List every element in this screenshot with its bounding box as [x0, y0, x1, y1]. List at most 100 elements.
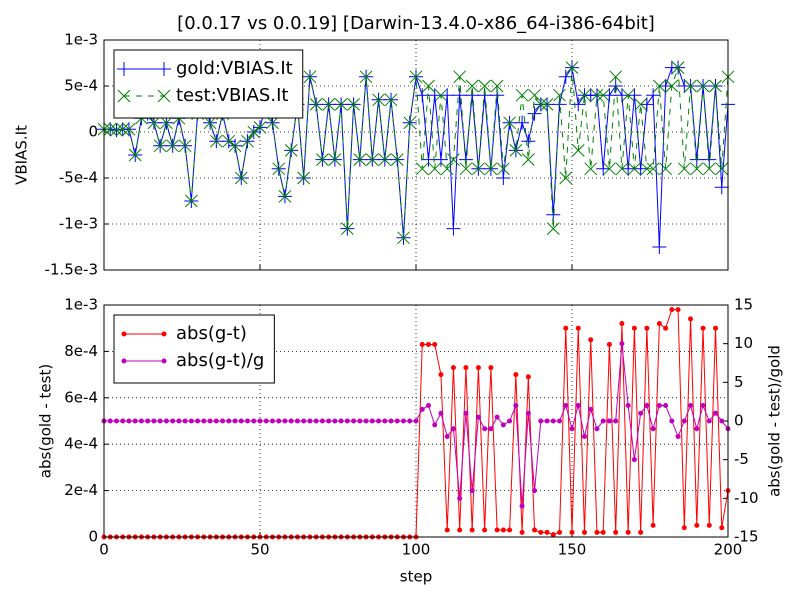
marker-x: [653, 79, 666, 93]
marker-plus: [427, 88, 442, 103]
x-tick-label: 0: [99, 541, 109, 559]
marker-dot: [575, 403, 581, 409]
marker-x: [303, 70, 317, 84]
marker-dot: [475, 365, 481, 371]
y2-tick-label: 0: [734, 412, 744, 430]
marker-x: [284, 144, 298, 157]
marker-dot: [238, 418, 244, 424]
marker-dot: [394, 418, 400, 424]
marker-dot: [332, 418, 338, 424]
marker-x: [403, 116, 417, 130]
marker-dot: [182, 418, 188, 424]
marker-dot: [563, 325, 569, 331]
marker-dot: [475, 414, 481, 420]
marker-x: [203, 116, 217, 130]
legend-box: [113, 314, 275, 384]
marker-dot: [719, 418, 725, 424]
plot-frame: [103, 304, 729, 538]
marker-plus: [527, 106, 542, 121]
marker-x: [478, 79, 491, 93]
marker-dot: [675, 433, 681, 439]
marker-x: [397, 231, 410, 245]
marker-x: [603, 162, 616, 176]
marker-dot: [494, 414, 500, 420]
marker-dot: [213, 418, 219, 424]
marker-dot: [532, 527, 538, 533]
y2-tick-label: -5: [734, 450, 749, 468]
marker-dot: [581, 529, 587, 535]
marker-x: [659, 162, 672, 176]
marker-x: [515, 88, 529, 102]
marker-dot: [625, 529, 631, 535]
marker-dot: [706, 522, 712, 528]
marker-x: [384, 93, 398, 107]
marker-x: [359, 70, 373, 84]
marker-dot: [538, 529, 544, 535]
marker-dot: [450, 426, 456, 432]
legend-label: gold:VBIAS.It: [176, 58, 293, 79]
marker-dot: [313, 418, 319, 424]
marker-plus: [621, 161, 636, 176]
y-tick-label: 5e-4: [64, 77, 98, 95]
marker-x: [341, 222, 354, 235]
marker-plus: [515, 115, 530, 130]
y-axis-label: abs(gold - test): [37, 364, 55, 478]
marker-dot: [363, 418, 369, 424]
legend-label: test:VBIAS.It: [176, 85, 288, 106]
marker-dot: [513, 403, 519, 409]
marker-plus: [440, 88, 455, 103]
marker-dot: [669, 418, 675, 424]
marker-dot: [425, 403, 431, 409]
marker-plus: [639, 97, 654, 112]
marker-x: [634, 98, 647, 111]
marker-dot: [581, 433, 587, 439]
marker-dot: [669, 307, 675, 313]
marker-dot: [419, 406, 425, 412]
marker-dot: [656, 321, 662, 327]
marker-plus: [646, 88, 661, 103]
marker-dot: [563, 403, 569, 409]
y2-tick-label: -10: [734, 489, 759, 507]
chart-title: [0.0.17 vs 0.0.19] [Darwin-13.4.0-x86_64…: [177, 13, 655, 34]
marker-dot: [401, 418, 407, 424]
marker-dot: [157, 418, 163, 424]
marker-x: [157, 89, 171, 103]
marker-dot: [276, 418, 282, 424]
marker-x: [671, 61, 685, 74]
marker-dot: [338, 418, 344, 424]
marker-x: [578, 88, 591, 102]
marker-dot: [594, 529, 600, 535]
marker-x: [328, 153, 342, 166]
marker-dot: [288, 418, 294, 424]
marker-dot: [538, 418, 544, 424]
marker-x: [640, 162, 654, 176]
marker-plus: [614, 88, 629, 103]
plot-frame: [103, 39, 729, 271]
marker-x: [553, 88, 566, 102]
marker-dot: [369, 418, 375, 424]
marker-dot: [681, 525, 687, 531]
marker-dot: [438, 410, 444, 416]
marker-x: [365, 153, 379, 166]
marker-dot: [269, 418, 275, 424]
marker-x: [503, 116, 516, 130]
marker-x: [453, 70, 467, 84]
marker-x: [185, 194, 198, 208]
marker-dot: [663, 403, 669, 409]
legend: gold:VBIAS.It test:VBIAS.It: [113, 49, 304, 119]
marker-x: [459, 162, 473, 176]
marker-dot: [444, 527, 450, 533]
marker-dot: [625, 403, 631, 409]
marker-x: [628, 162, 641, 176]
marker-dot: [613, 418, 619, 424]
marker-dot: [575, 325, 581, 331]
marker-dot: [650, 522, 656, 528]
y2-tick-label: 15: [734, 296, 753, 314]
marker-dot: [382, 418, 388, 424]
marker-dot: [294, 418, 300, 424]
marker-x: [571, 144, 585, 157]
marker-dot: [469, 527, 475, 533]
marker-dot: [532, 488, 538, 494]
marker-dot: [438, 372, 444, 378]
y-tick-label: 4e-4: [64, 435, 98, 453]
